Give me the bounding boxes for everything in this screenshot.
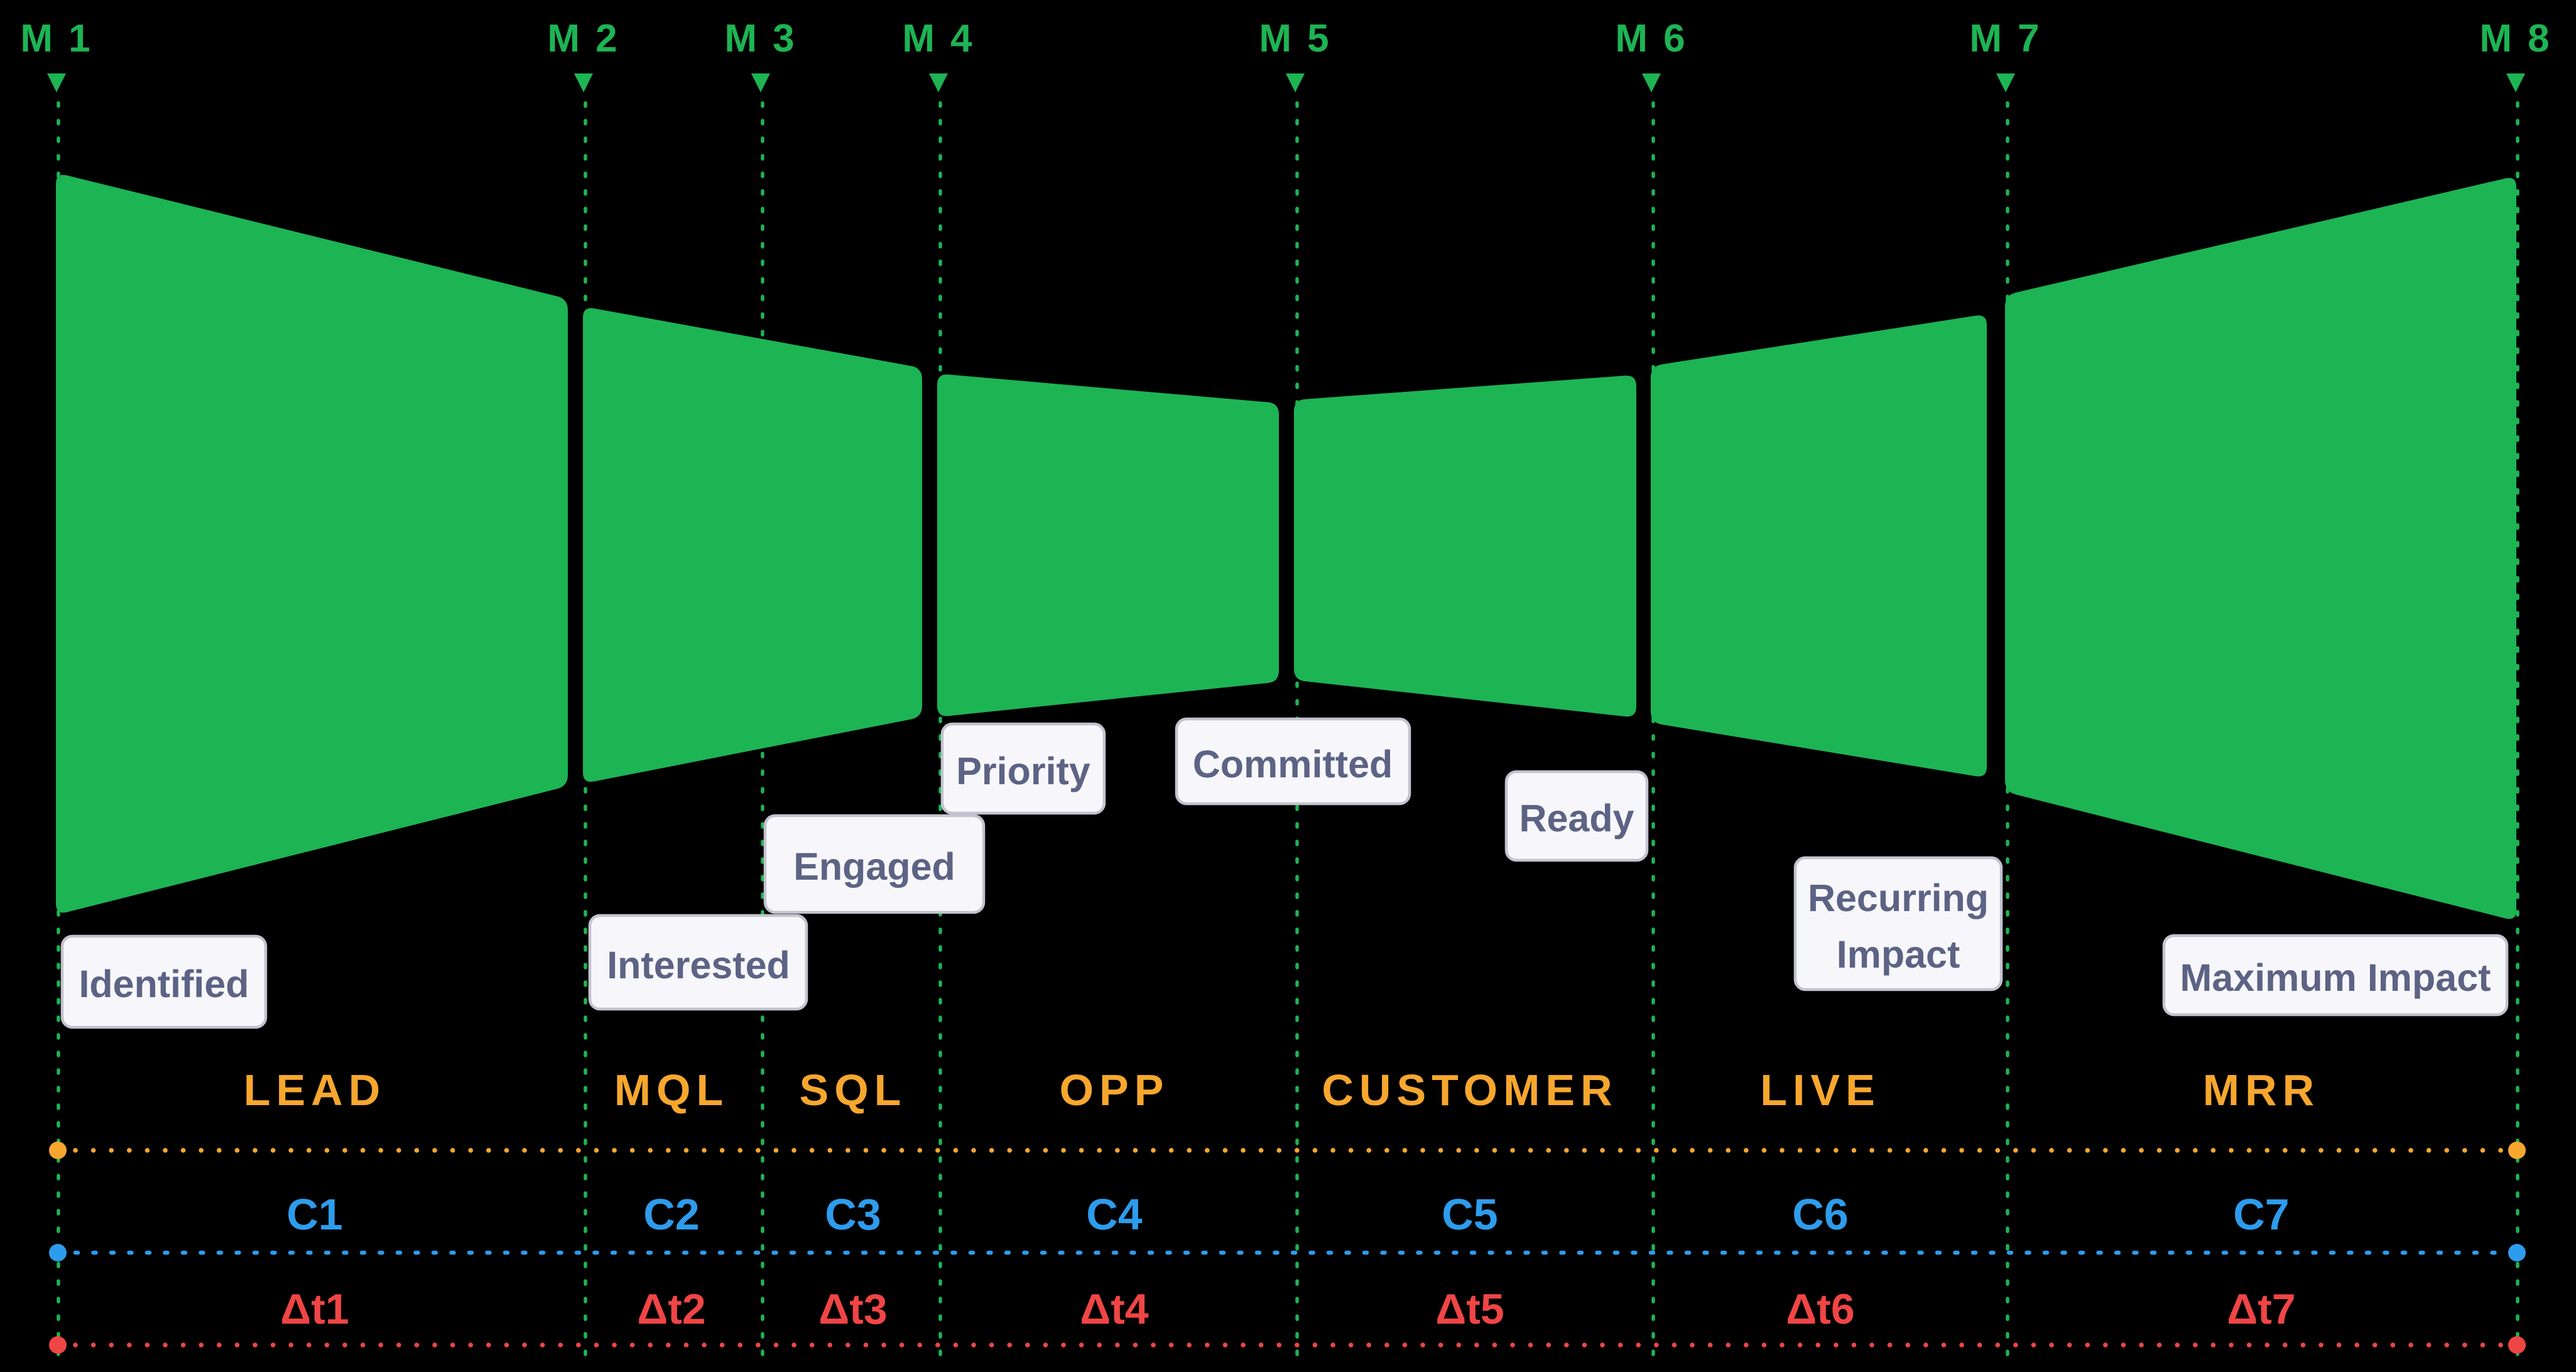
svg-text:MRR: MRR [2203,1066,2320,1115]
svg-text:OPP: OPP [1060,1066,1170,1115]
svg-text:C6: C6 [1792,1190,1848,1239]
svg-text:M 4: M 4 [902,17,974,60]
svg-text:C4: C4 [1086,1190,1143,1239]
svg-text:Δt1: Δt1 [280,1285,349,1333]
svg-text:Interested: Interested [607,944,790,986]
svg-text:M 3: M 3 [724,17,796,60]
svg-text:C3: C3 [825,1190,881,1239]
svg-text:M 1: M 1 [20,17,92,60]
svg-text:Priority: Priority [956,750,1090,792]
svg-text:Impact: Impact [1837,933,1960,976]
svg-text:MQL: MQL [614,1066,729,1115]
svg-text:Recurring: Recurring [1808,877,1989,919]
svg-text:Δt7: Δt7 [2227,1285,2295,1333]
svg-text:LIVE: LIVE [1760,1066,1881,1115]
svg-text:M 5: M 5 [1259,17,1331,60]
svg-text:C1: C1 [286,1190,342,1239]
svg-text:M 8: M 8 [2479,17,2552,60]
svg-text:Δt4: Δt4 [1080,1285,1149,1333]
svg-text:Δt3: Δt3 [818,1285,887,1333]
svg-text:C2: C2 [643,1190,699,1239]
svg-text:C5: C5 [1442,1190,1497,1239]
svg-text:Ready: Ready [1519,797,1634,840]
svg-text:Δt6: Δt6 [1786,1285,1854,1333]
svg-text:C7: C7 [2233,1190,2289,1239]
svg-text:Committed: Committed [1193,743,1393,786]
svg-text:M 2: M 2 [547,17,619,60]
svg-text:Engaged: Engaged [793,845,955,888]
svg-text:LEAD: LEAD [244,1066,386,1115]
svg-text:Identified: Identified [79,963,249,1005]
svg-text:CUSTOMER: CUSTOMER [1322,1066,1617,1115]
svg-text:M 7: M 7 [1969,17,2041,60]
svg-text:Δt2: Δt2 [637,1285,705,1333]
svg-text:SQL: SQL [800,1066,907,1115]
svg-text:M 6: M 6 [1615,17,1687,60]
svg-text:Δt5: Δt5 [1435,1285,1504,1333]
svg-text:Maximum Impact: Maximum Impact [2180,956,2491,999]
